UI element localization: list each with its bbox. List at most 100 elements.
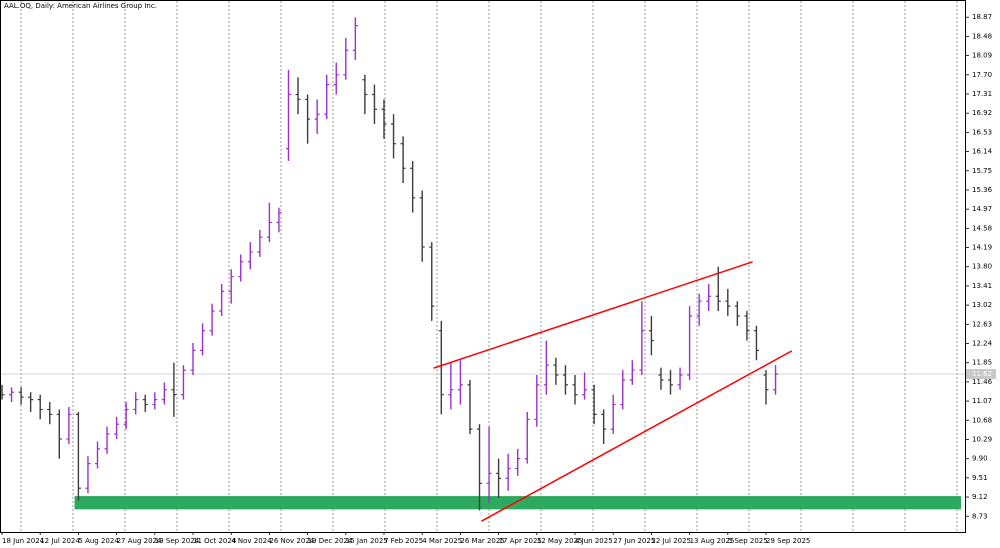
ohlc-bar [477, 424, 482, 511]
ohlc-bar [639, 301, 645, 376]
ohlc-bar [773, 365, 779, 395]
ohlc-bar [429, 242, 435, 321]
ohlc-bar [123, 402, 129, 430]
ohlc-bar [457, 360, 463, 405]
y-tick-label: 13.41 [972, 282, 992, 290]
x-tick-label: 5 Aug 2024 [78, 537, 119, 545]
ohlc-bar [314, 99, 320, 134]
ohlc-bar [180, 365, 186, 400]
y-tick-label: 14.19 [972, 244, 992, 252]
ohlc-bar [763, 370, 769, 405]
y-tick-label: 13.02 [972, 301, 992, 309]
ohlc-bar [28, 392, 34, 412]
ohlc-bar [114, 416, 120, 439]
ohlc-bar [572, 375, 578, 405]
ohlc-bar [228, 269, 234, 304]
ohlc-bar [209, 303, 215, 336]
ohlc-bar [505, 453, 511, 491]
ohlc-bar [352, 17, 358, 61]
ohlc-bar [496, 458, 502, 499]
ohlc-bar [343, 37, 349, 80]
y-tick-label: 17.70 [972, 71, 992, 79]
ohlc-bar [725, 288, 731, 316]
ohlc-bar [238, 254, 244, 282]
ohlc-bar [18, 387, 24, 405]
ohlc-bar [744, 311, 750, 341]
x-tick-label: 12 Jul 2024 [40, 537, 80, 545]
y-tick-label: 18.09 [972, 52, 992, 60]
ohlc-bar [200, 323, 206, 356]
y-tick-label: 14.97 [972, 205, 992, 213]
y-tick-label: 17.31 [972, 90, 992, 98]
ohlc-bar [152, 392, 158, 410]
ohlc-bar [553, 357, 559, 385]
ohlc-bar [171, 362, 177, 417]
y-tick-label: 14.58 [972, 224, 992, 232]
x-tick-label: 5 Sep 2025 [728, 537, 768, 545]
ohlc-bar [324, 74, 330, 120]
x-tick-label: 26 Mar 2025 [460, 537, 504, 545]
ohlc-bar [95, 441, 100, 469]
ohlc-bar [448, 362, 454, 410]
ohlc-bar [286, 69, 291, 161]
ohlc-bar [161, 382, 167, 405]
ohlc-bar [391, 114, 397, 159]
y-tick-label: 9.51 [972, 474, 988, 482]
ohlc-bar [276, 207, 282, 233]
trendline [433, 261, 753, 369]
ohlc-bar [696, 293, 702, 326]
ohlc-bar [0, 384, 5, 400]
x-tick-label: 27 Aug 2024 [117, 537, 162, 545]
ohlc-bar [706, 283, 712, 312]
ohlc-bar [591, 384, 597, 425]
x-tick-label: 11 Oct 2024 [193, 537, 237, 545]
y-tick-label: 18.48 [972, 32, 992, 40]
ohlc-bar [629, 360, 635, 385]
x-tick-label: 4 Mar 2025 [422, 537, 462, 545]
ohlc-bar [515, 448, 521, 476]
x-tick-label: 27 Jun 2025 [613, 537, 655, 545]
ohlc-bar [610, 394, 616, 435]
ohlc-bar [371, 84, 377, 125]
ohlc-bar [562, 365, 568, 395]
ohlc-bar [133, 392, 139, 415]
ohlc-bar [56, 409, 62, 459]
ohlc-bar [467, 379, 473, 435]
ohlc-bar [295, 77, 301, 115]
current-price-label: 11.62 [972, 370, 992, 378]
ohlc-bar [410, 160, 416, 213]
ohlc-bar [400, 136, 406, 184]
x-tick-label: 15 Jan 2025 [346, 537, 388, 545]
y-tick-label: 16.14 [972, 148, 993, 156]
x-tick-label: 12 May 2025 [537, 537, 583, 545]
y-tick-label: 13.80 [972, 263, 992, 271]
y-tick-label: 11.85 [972, 359, 992, 367]
ohlc-bar [66, 406, 72, 444]
x-tick-label: 13 Aug 2025 [690, 537, 735, 545]
ohlc-bar [85, 456, 91, 494]
ohlc-bar [47, 402, 53, 425]
y-tick-label: 16.92 [972, 109, 992, 117]
plot-frame [0, 0, 966, 533]
ohlc-bar [9, 387, 15, 403]
y-tick-label: 11.07 [972, 397, 992, 405]
ohlc-bar [734, 301, 740, 326]
ohlc-bar [582, 372, 588, 400]
x-tick-label: 18 Jun 2024 [2, 537, 45, 545]
ohlc-bar [534, 375, 540, 427]
y-tick-label: 12.24 [972, 340, 993, 348]
ohlc-bar [524, 411, 530, 464]
x-tick-label: 19 Dec 2024 [308, 537, 353, 545]
y-tick-label: 16.53 [972, 128, 992, 136]
ohlc-bar [668, 370, 673, 395]
y-tick-label: 8.73 [972, 512, 988, 520]
ohlc-bar [257, 229, 263, 257]
ohlc-bar [658, 367, 664, 390]
y-tick-label: 12.63 [972, 320, 992, 328]
ohlc-bar [37, 394, 43, 420]
ohlc-bar [266, 202, 272, 243]
x-tick-label: 4 Jun 2025 [575, 537, 613, 545]
y-tick-label: 9.90 [972, 455, 988, 463]
support-zone [74, 496, 961, 510]
